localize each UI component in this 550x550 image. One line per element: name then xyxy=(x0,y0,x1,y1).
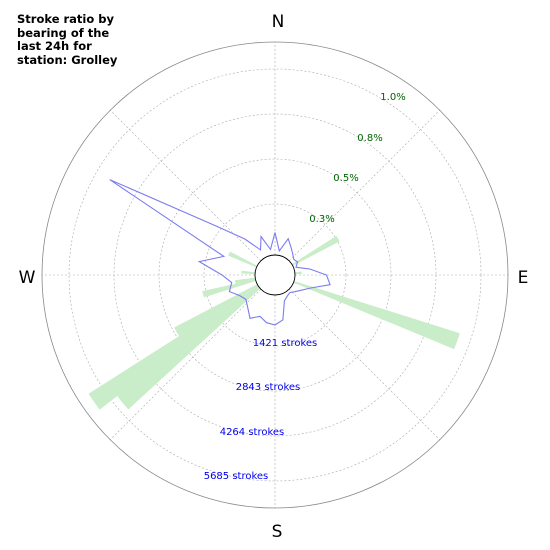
ratio-wedge-235 xyxy=(88,285,260,410)
compass-north-label: N xyxy=(272,12,285,32)
grid-ring-1 xyxy=(203,203,347,347)
strokes-series xyxy=(109,179,331,326)
strokes-outline xyxy=(109,179,331,326)
axis-labels: 0.3% 0.5% 0.8% 1.0% 1421 strokes 2843 strokes… xyxy=(204,92,406,482)
ratio-wedge-85 xyxy=(294,271,302,275)
ratio-wedge-275 xyxy=(241,270,256,275)
grid-spoke-135 xyxy=(288,288,440,440)
ratio-wedge-260 xyxy=(234,277,256,284)
ratio-wedge-60 xyxy=(291,235,340,266)
strokes-tick-label: 2843 strokes xyxy=(236,382,301,393)
ratio-wedge-295 xyxy=(228,251,258,268)
compass-south-label: S xyxy=(272,522,283,542)
ratio-tick-label: 0.5% xyxy=(333,173,358,184)
ratio-tick-label: 1.0% xyxy=(380,92,405,103)
ratio-wedge-230 xyxy=(117,287,261,410)
outer-ring xyxy=(41,41,509,509)
center-hole xyxy=(254,254,296,296)
chart-title: Stroke ratio by bearing of the last 24h … xyxy=(17,12,118,67)
ratio-tick-label: 0.3% xyxy=(309,214,334,225)
strokes-tick-label: 4264 strokes xyxy=(220,427,285,438)
ratio-wedge-110 xyxy=(293,281,460,350)
ratio-wedge-255 xyxy=(202,279,256,298)
ratio-tick-label: 0.8% xyxy=(357,133,382,144)
grid-spoke-225 xyxy=(110,288,262,440)
grid-spoke-45 xyxy=(288,110,440,262)
ratio-series xyxy=(88,235,460,410)
strokes-tick-label: 1421 strokes xyxy=(253,338,318,349)
compass-west-label: W xyxy=(19,268,36,288)
compass-east-label: E xyxy=(518,268,529,288)
strokes-tick-label: 5685 strokes xyxy=(204,471,269,482)
grid-spoke-315 xyxy=(110,110,262,262)
polar-grid xyxy=(41,41,509,509)
ratio-wedge-240 xyxy=(174,284,259,337)
